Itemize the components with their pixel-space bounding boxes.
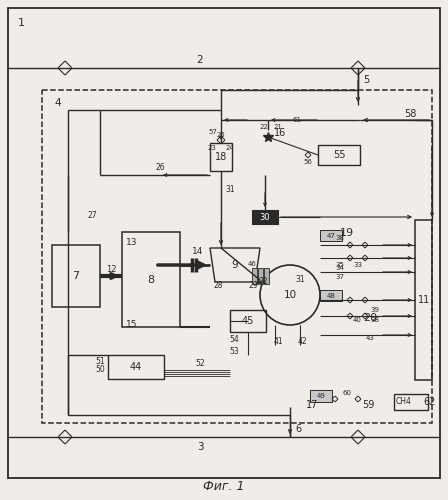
Text: 16: 16 [274, 128, 286, 138]
Text: 4: 4 [54, 98, 60, 108]
Bar [210, 143, 232, 171]
Text: 58: 58 [404, 109, 416, 119]
Text: 18: 18 [215, 152, 227, 162]
Text: 44: 44 [130, 362, 142, 372]
Text: 34: 34 [336, 265, 345, 271]
Bar [122, 232, 180, 327]
Text: 26: 26 [155, 164, 165, 172]
Text: Фиг. 1: Фиг. 1 [203, 480, 245, 494]
Text: 48: 48 [327, 293, 336, 299]
Text: 31: 31 [225, 186, 235, 194]
Text: 3: 3 [197, 442, 203, 452]
Text: 2: 2 [197, 55, 203, 65]
Text: 33: 33 [353, 262, 362, 268]
Text: 14: 14 [192, 248, 204, 256]
Text: 21: 21 [274, 124, 282, 130]
Text: 60: 60 [343, 390, 352, 396]
Text: 54: 54 [229, 336, 239, 344]
Text: 56: 56 [304, 159, 312, 165]
Text: 39: 39 [370, 307, 379, 313]
Text: 43: 43 [366, 335, 375, 341]
Text: 41: 41 [273, 338, 283, 346]
Text: 20: 20 [363, 313, 377, 323]
Text: 53: 53 [229, 348, 239, 356]
Text: 10: 10 [284, 290, 297, 300]
Text: 46: 46 [248, 261, 257, 267]
Text: 24: 24 [226, 145, 234, 151]
Text: 47: 47 [327, 233, 336, 239]
Bar [252, 268, 257, 284]
Text: 57: 57 [209, 129, 217, 135]
Text: 25: 25 [217, 132, 225, 138]
Text: 61: 61 [293, 117, 302, 123]
Text: 49: 49 [317, 393, 325, 399]
Bar [320, 290, 342, 301]
Text: 38: 38 [370, 317, 379, 323]
Text: 42: 42 [297, 338, 307, 346]
Bar [258, 268, 263, 284]
Text: 35: 35 [336, 262, 345, 268]
Text: 23: 23 [207, 145, 216, 151]
Text: 27: 27 [87, 210, 97, 220]
Bar [42, 90, 432, 423]
Bar [320, 230, 342, 241]
Bar [318, 145, 360, 165]
Text: 51: 51 [95, 358, 105, 366]
Text: 9: 9 [232, 260, 238, 270]
Text: 62: 62 [424, 397, 436, 407]
Text: 22: 22 [260, 124, 268, 130]
Bar [394, 394, 428, 410]
Bar [108, 355, 164, 379]
Bar [264, 268, 269, 284]
Text: 40: 40 [353, 317, 362, 323]
Text: 59: 59 [362, 400, 374, 410]
Text: 52: 52 [195, 358, 205, 368]
Text: 30: 30 [260, 212, 270, 222]
Text: 1: 1 [18, 18, 25, 28]
Text: 8: 8 [147, 275, 155, 285]
Bar [230, 310, 266, 332]
Text: 31: 31 [295, 276, 305, 284]
Text: 45: 45 [242, 316, 254, 326]
Bar [310, 390, 332, 402]
Text: 11: 11 [418, 295, 430, 305]
Text: 32: 32 [258, 278, 268, 286]
Text: 15: 15 [126, 320, 138, 329]
Text: 29: 29 [248, 280, 258, 289]
Text: 5: 5 [363, 75, 369, 85]
Text: 38: 38 [336, 235, 345, 241]
Text: 19: 19 [340, 228, 354, 238]
Text: 12: 12 [106, 266, 116, 274]
Text: CH4: CH4 [396, 398, 412, 406]
Bar [252, 210, 278, 224]
Text: 50: 50 [95, 366, 105, 374]
Text: 55: 55 [333, 150, 345, 160]
Bar [52, 245, 100, 307]
Bar [415, 220, 432, 380]
Text: 28: 28 [214, 280, 224, 289]
Text: 13: 13 [126, 238, 138, 247]
Text: 7: 7 [73, 271, 80, 281]
Text: 17: 17 [306, 400, 318, 410]
Text: 6: 6 [295, 424, 301, 434]
Text: 37: 37 [336, 274, 345, 280]
